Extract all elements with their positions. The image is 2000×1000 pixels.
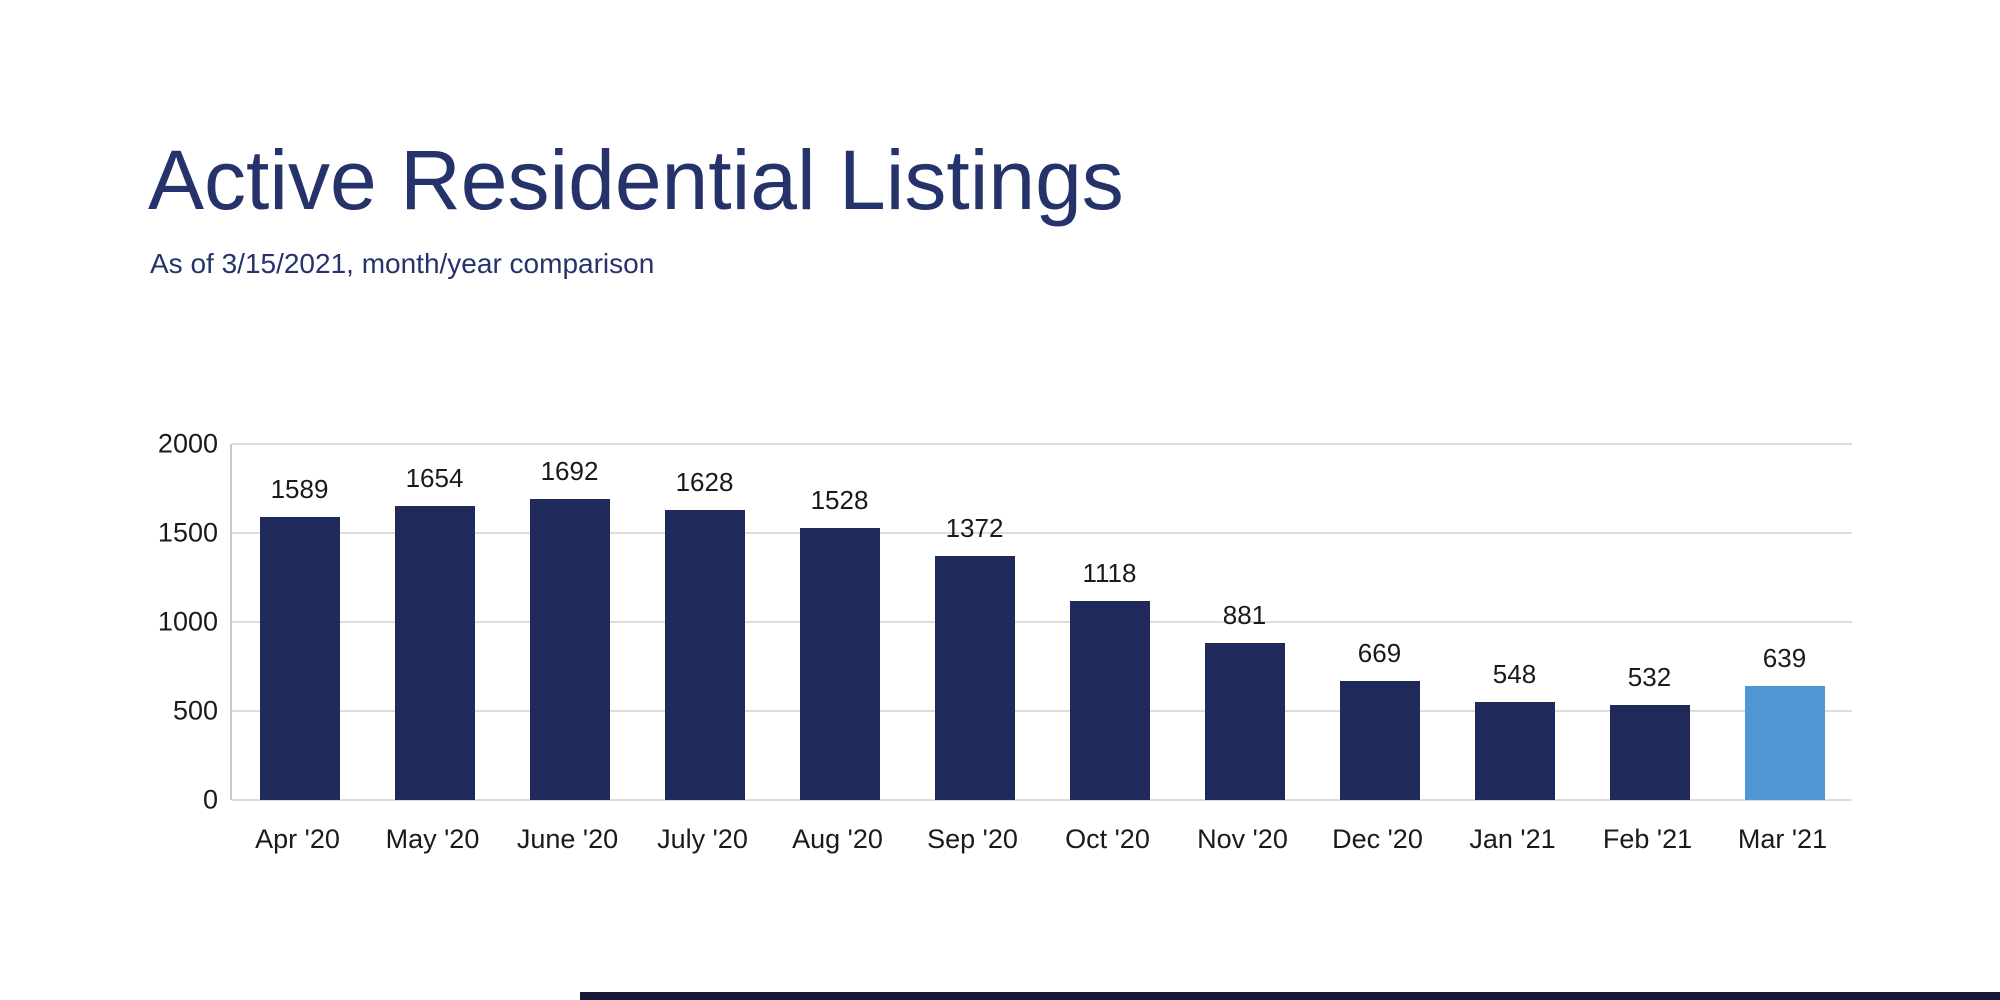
plot-area: 1589 1654 1692 1628 1528 1372 1118 881 669 548 532… (230, 443, 1852, 801)
bar (394, 505, 475, 800)
bar-value-label: 1372 (945, 512, 1004, 543)
bar (1744, 686, 1825, 800)
bar (799, 528, 880, 800)
x-axis-label: June '20 (516, 824, 619, 854)
x-axis-label: Mar '21 (1737, 824, 1828, 854)
bar-value-label: 1692 (540, 455, 599, 486)
x-axis-label: Apr '20 (255, 824, 340, 854)
x-axis-label: July '20 (657, 824, 748, 854)
bar-value-label: 1654 (405, 462, 464, 493)
bar-column: 1654 (367, 444, 502, 800)
x-axis-label: Feb '21 (1602, 824, 1693, 854)
y-axis-tick-label: 1500 (157, 517, 218, 548)
x-axis: Apr '20 May '20 June '20 July '20 Aug '20 Sep… (230, 800, 1850, 855)
bar-value-label: 1589 (270, 474, 329, 505)
bar-value-label: 1118 (1082, 558, 1137, 588)
chart-subtitle: As of 3/15/2021, month/year comparison (150, 248, 655, 279)
bar-column: 1528 (772, 444, 907, 800)
y-axis-tick-label: 0 (202, 784, 218, 815)
bar (529, 498, 610, 800)
bar-series: 1589 1654 1692 1628 1528 1372 1118 881 669 548 532… (232, 444, 1852, 800)
x-axis-label: Oct '20 (1065, 824, 1150, 854)
x-axis-label: Aug '20 (792, 824, 883, 854)
footer-bar (580, 992, 2000, 1000)
bar-column: 881 (1177, 444, 1312, 800)
bar-column: 1692 (502, 444, 637, 800)
bar (934, 555, 1015, 800)
y-axis-tick-label: 500 (172, 695, 218, 726)
gridline (232, 621, 1852, 623)
bar (1339, 680, 1420, 800)
bar (1069, 601, 1150, 800)
x-axis-label: Dec '20 (1332, 824, 1423, 854)
bar-column: 1628 (637, 444, 772, 800)
bar-column: 1589 (232, 444, 367, 800)
y-axis-tick-label: 2000 (157, 428, 218, 459)
x-axis-label: Jan '21 (1469, 824, 1556, 854)
x-axis-label: Nov '20 (1197, 824, 1288, 854)
bar-value-label: 1628 (675, 467, 734, 498)
bar-column: 1118 (1042, 444, 1177, 800)
bar (1474, 702, 1555, 800)
bar (1204, 643, 1285, 800)
bar-value-label: 548 (1492, 659, 1537, 690)
bar-value-label: 639 (1762, 643, 1807, 674)
bar-column: 548 (1447, 444, 1582, 800)
gridline (232, 532, 1852, 534)
bar-column: 532 (1582, 444, 1717, 800)
gridline (232, 710, 1852, 712)
bar-value-label: 669 (1357, 637, 1402, 668)
bar-value-label: 881 (1222, 600, 1267, 631)
chart-title: Active Residential Listings (148, 133, 1124, 227)
gridline (232, 799, 1852, 801)
bar-value-label: 532 (1627, 662, 1672, 693)
gridline (232, 443, 1852, 445)
bar-column: 1372 (907, 444, 1042, 800)
x-axis-label: Sep '20 (927, 824, 1018, 854)
x-axis-label: May '20 (385, 824, 480, 854)
bar-column: 669 (1312, 444, 1447, 800)
bar-column: 639 (1717, 444, 1852, 800)
bar (664, 510, 745, 800)
bar (1609, 705, 1690, 800)
bar-value-label: 1528 (810, 485, 869, 516)
bar (259, 517, 340, 800)
y-axis-tick-label: 1000 (157, 606, 218, 637)
y-axis: 0 500 1000 1500 2000 (98, 429, 218, 815)
